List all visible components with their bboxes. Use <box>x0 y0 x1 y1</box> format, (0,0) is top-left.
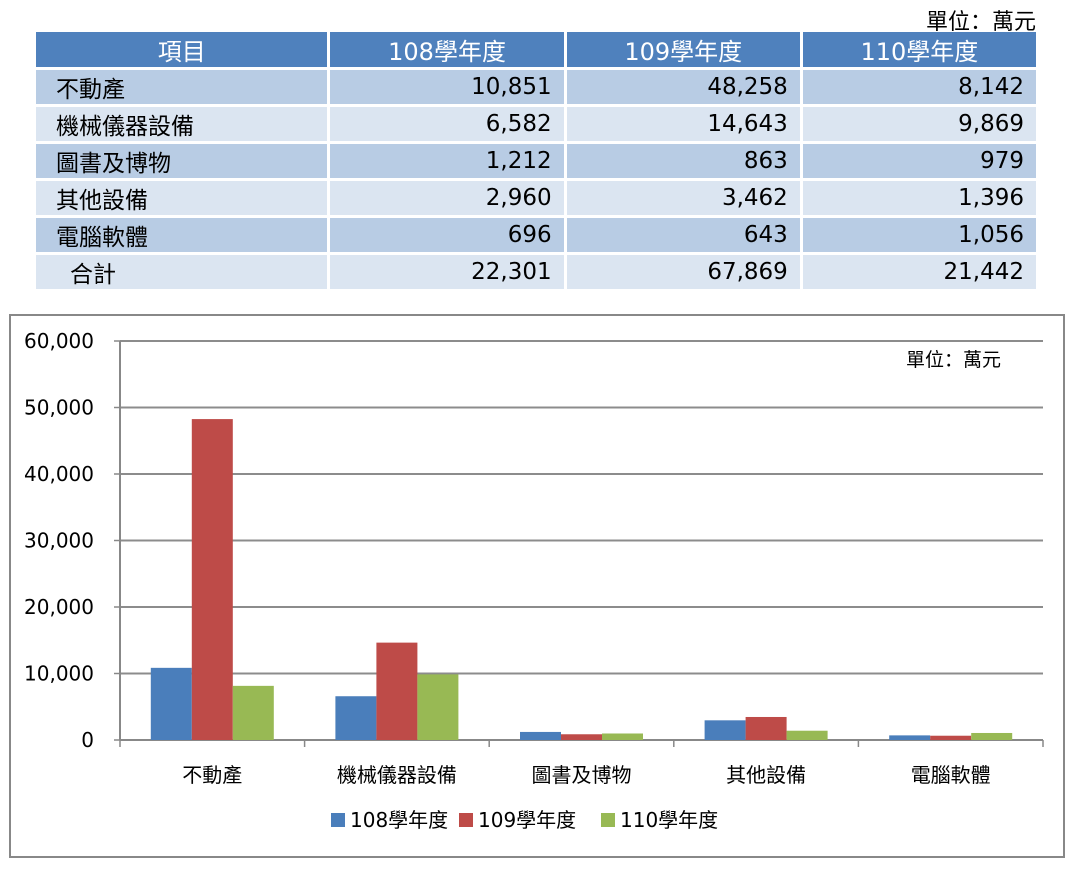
bar <box>191 419 233 740</box>
cell-109: 3,462 <box>566 181 800 215</box>
cell-109: 67,869 <box>566 255 800 289</box>
bar <box>335 696 377 740</box>
legend-label: 109學年度 <box>478 808 576 832</box>
row-item: 合計 <box>36 255 328 289</box>
table-row: 電腦軟體 696 643 1,056 <box>36 218 1036 252</box>
cell-110: 21,442 <box>802 255 1036 289</box>
bar <box>520 731 561 740</box>
cell-110: 979 <box>802 144 1036 178</box>
cell-109: 863 <box>566 144 800 178</box>
legend-label: 110學年度 <box>620 808 718 832</box>
y-tick-label: 10,000 <box>24 662 94 686</box>
cell-108: 10,851 <box>330 70 564 104</box>
bar <box>376 642 418 740</box>
y-tick-label: 0 <box>81 728 94 752</box>
x-tick-label: 不動產 <box>182 763 242 787</box>
row-item: 其他設備 <box>36 181 328 215</box>
cell-108: 1,212 <box>330 144 564 178</box>
y-tick-label: 20,000 <box>24 595 94 619</box>
y-tick-label: 40,000 <box>24 462 94 486</box>
table-row: 其他設備 2,960 3,462 1,396 <box>36 181 1036 215</box>
legend-label: 108學年度 <box>350 808 448 832</box>
bar <box>971 732 1013 740</box>
cell-108: 696 <box>330 218 564 252</box>
x-tick-label: 圖書及博物 <box>532 763 632 787</box>
cell-109: 48,258 <box>566 70 800 104</box>
cell-110: 1,396 <box>802 181 1036 215</box>
cell-110: 1,056 <box>802 218 1036 252</box>
cell-108: 2,960 <box>330 181 564 215</box>
legend-swatch <box>601 813 615 827</box>
legend-swatch <box>459 813 473 827</box>
chart-unit-label: 單位：萬元 <box>906 349 1001 371</box>
row-item: 圖書及博物 <box>36 144 328 178</box>
x-tick-label: 其他設備 <box>726 763 806 787</box>
y-tick-label: 60,000 <box>24 329 94 353</box>
legend-swatch <box>331 813 345 827</box>
bar-chart: 0 10,000 20,000 30,000 40,000 50,000 60,000 不動產… <box>24 329 1044 832</box>
cell-108: 22,301 <box>330 255 564 289</box>
bar <box>417 674 459 740</box>
table-row: 機械儀器設備 6,582 14,643 9,869 <box>36 107 1036 141</box>
bar <box>745 716 787 740</box>
y-tick-label: 50,000 <box>24 396 94 420</box>
bar <box>704 720 746 740</box>
header-item: 項目 <box>36 32 328 67</box>
cell-110: 8,142 <box>802 70 1036 104</box>
table-row: 圖書及博物 1,212 863 979 <box>36 144 1036 178</box>
cell-108: 6,582 <box>330 107 564 141</box>
row-item: 電腦軟體 <box>36 218 328 252</box>
bar <box>150 667 192 740</box>
y-tick-label: 30,000 <box>24 529 94 553</box>
cell-109: 14,643 <box>566 107 800 141</box>
chart-frame: 0 10,000 20,000 30,000 40,000 50,000 60,000 不動產… <box>9 314 1065 858</box>
header-110: 110學年度 <box>802 32 1036 67</box>
table-header-row: 項目 108學年度 109學年度 110學年度 <box>36 32 1036 67</box>
budget-table: 項目 108學年度 109學年度 110學年度 不動產 10,851 48,25… <box>33 29 1039 292</box>
bar <box>602 733 643 740</box>
header-108: 108學年度 <box>330 32 564 67</box>
bar <box>930 735 972 740</box>
cell-110: 9,869 <box>802 107 1036 141</box>
bar <box>786 730 828 740</box>
unit-label-top: 單位：萬元 <box>925 10 1036 35</box>
row-item: 機械儀器設備 <box>36 107 328 141</box>
row-item: 不動產 <box>36 70 328 104</box>
bar <box>561 734 602 740</box>
x-tick-label: 機械儀器設備 <box>337 763 457 787</box>
x-tick-label: 電腦軟體 <box>911 763 991 787</box>
bar <box>232 685 274 740</box>
header-109: 109學年度 <box>566 32 800 67</box>
table-row: 不動產 10,851 48,258 8,142 <box>36 70 1036 104</box>
bar <box>889 735 931 740</box>
cell-109: 643 <box>566 218 800 252</box>
table-total-row: 合計 22,301 67,869 21,442 <box>36 255 1036 289</box>
